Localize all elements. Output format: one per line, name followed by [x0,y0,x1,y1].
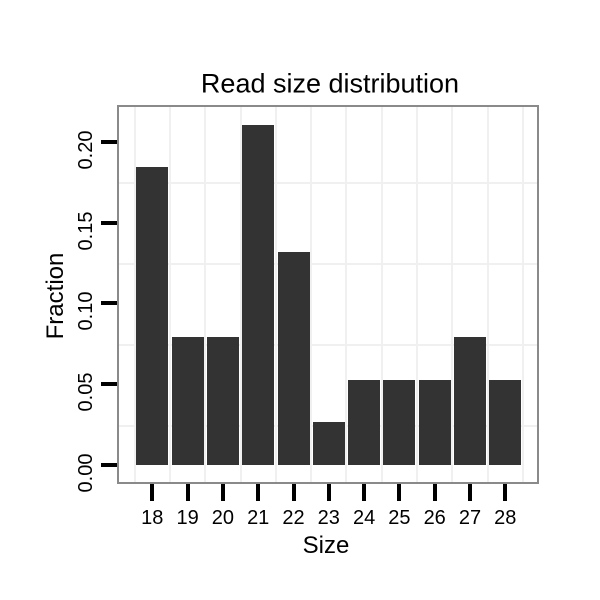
minor-gridline-h [119,182,537,185]
minor-gridline-v [451,107,454,482]
chart-title: Read size distribution [200,68,460,99]
x-tick-21 [256,484,261,501]
minor-gridline-v [345,107,348,482]
bar-size-19 [171,337,204,465]
minor-gridline-v [274,107,277,482]
x-tick-label-19: 19 [176,507,199,529]
minor-gridline-v [133,107,136,482]
minor-gridline-v [380,107,383,482]
x-tick-label-20: 20 [211,507,235,529]
y-tick-0.00 [101,463,117,467]
minor-gridline-v [416,107,419,482]
x-tick-28 [503,484,508,501]
y-tick-label-0.00: 0.00 [75,453,97,493]
plot-panel [117,105,539,484]
minor-gridline-h [119,262,537,265]
x-tick-27 [468,484,472,501]
y-tick-label-0.20: 0.20 [75,130,97,170]
x-tick-label-18: 18 [141,507,164,529]
bar-size-24 [348,379,381,465]
bar-size-25 [383,379,416,465]
y-tick-0.15 [101,220,117,225]
x-tick-label-27: 27 [458,507,482,529]
x-tick-label-23: 23 [317,507,340,529]
y-tick-0.20 [101,139,117,144]
x-tick-22 [291,484,296,501]
x-tick-label-22: 22 [282,507,305,529]
bar-size-28 [489,379,522,465]
y-tick-label-0.10: 0.10 [75,291,97,331]
minor-gridline-v [168,107,171,482]
x-tick-24 [362,484,367,501]
minor-gridline-v [486,107,489,482]
x-tick-label-24: 24 [352,507,376,529]
x-tick-label-21: 21 [247,507,270,529]
x-axis-title: Size [302,532,350,559]
x-tick-20 [220,484,225,501]
x-tick-label-25: 25 [388,507,411,529]
x-tick-19 [185,484,190,501]
bar-size-21 [242,124,275,465]
minor-gridline-v [204,107,207,482]
x-tick-23 [326,484,331,501]
bar-size-18 [136,167,169,465]
bar-size-23 [312,422,345,465]
bar-size-27 [454,337,486,465]
y-tick-0.05 [101,382,117,387]
x-tick-label-28: 28 [494,507,517,529]
y-tick-0.10 [101,301,117,306]
bar-size-22 [277,252,310,465]
x-tick-25 [397,484,402,501]
y-tick-label-0.05: 0.05 [75,372,97,412]
x-tick-26 [432,484,437,501]
minor-gridline-v [310,107,313,482]
minor-gridline-h [119,343,537,346]
y-axis-title: Fraction [42,252,69,340]
bar-size-20 [206,337,239,465]
x-tick-18 [150,484,155,501]
y-tick-label-0.15: 0.15 [75,211,97,250]
minor-gridline-v [521,107,524,482]
x-tick-label-26: 26 [423,507,446,529]
bar-size-26 [418,379,451,465]
minor-gridline-v [239,107,242,482]
